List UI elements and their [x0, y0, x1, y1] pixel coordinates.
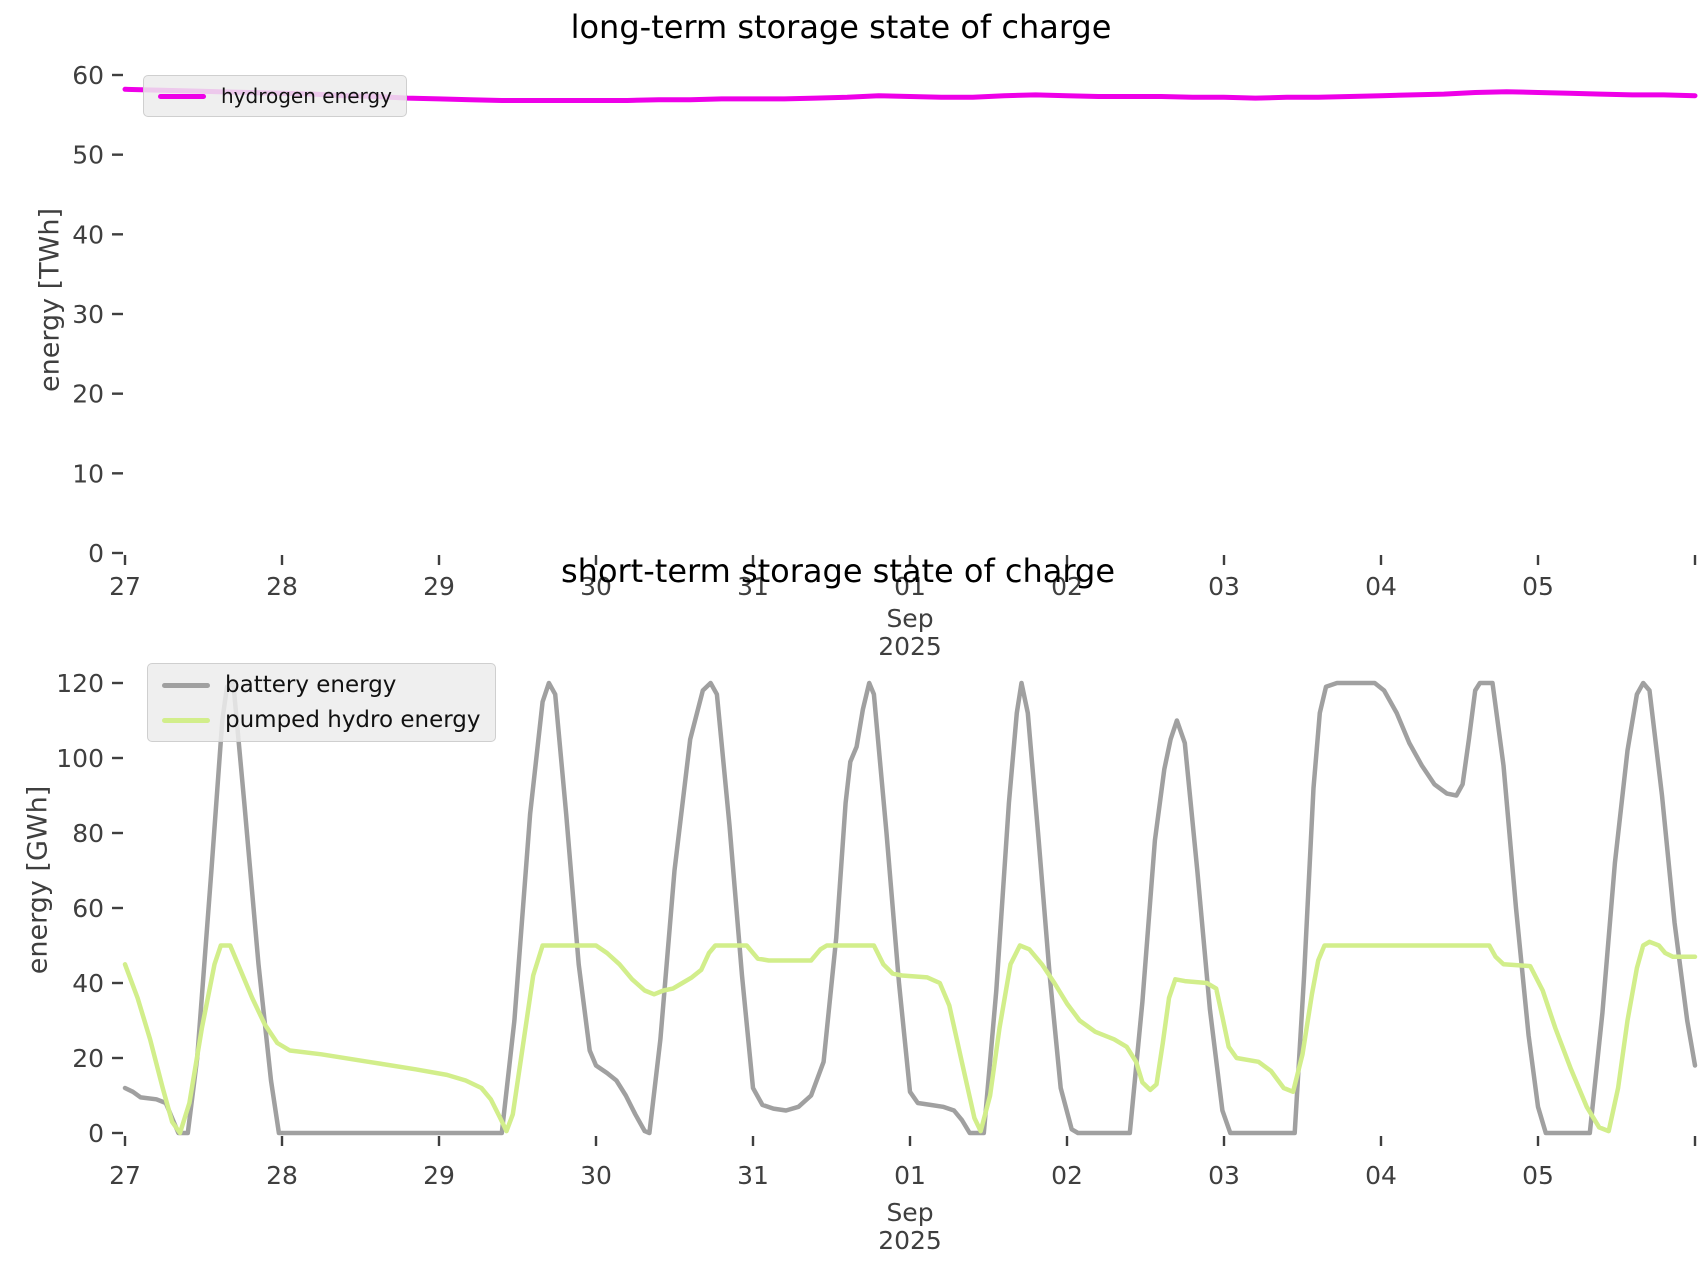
hydrogen-legend-label: hydrogen energy — [221, 84, 392, 108]
x-tick-label: 03 — [1208, 1161, 1240, 1190]
y-tick-label: 50 — [72, 141, 104, 170]
x-tick-label: 02 — [1051, 572, 1083, 601]
pumped-hydro-legend-label: pumped hydro energy — [225, 707, 481, 733]
x-axis-year-label: 2025 — [878, 632, 942, 661]
y-tick-label: 40 — [72, 220, 104, 249]
legend-entry-pumped-hydro: pumped hydro energy — [162, 707, 481, 733]
y-tick-label: 60 — [72, 61, 104, 90]
long-term-legend: hydrogen energy — [143, 75, 407, 117]
x-tick-label: 27 — [109, 572, 141, 601]
x-tick-label: 01 — [894, 1161, 926, 1190]
x-axis-year-label: 2025 — [878, 1226, 942, 1255]
battery-energy-line — [122, 680, 1698, 1136]
short-term-legend: battery energy pumped hydro energy — [147, 663, 496, 742]
x-tick-label: 28 — [266, 1161, 298, 1190]
battery-legend-label: battery energy — [225, 672, 397, 698]
x-tick-label: 01 — [894, 572, 926, 601]
long-term-chart-title: long-term storage state of charge — [570, 8, 1112, 46]
x-tick-label: 29 — [423, 572, 455, 601]
x-tick-label: 02 — [1051, 1161, 1083, 1190]
legend-entry-hydrogen: hydrogen energy — [158, 84, 392, 108]
y-tick-label: 120 — [56, 669, 104, 698]
y-tick-label: 0 — [88, 1119, 104, 1148]
x-tick-label: 31 — [737, 1161, 769, 1190]
short-term-y-axis-label: energy [GWh] — [22, 785, 54, 975]
pumped-hydro-energy-line — [122, 939, 1698, 1136]
x-tick-label: 28 — [266, 572, 298, 601]
x-tick-label: 31 — [737, 572, 769, 601]
y-tick-label: 80 — [72, 819, 104, 848]
x-tick-label: 30 — [580, 572, 612, 601]
x-tick-label: 27 — [109, 1161, 141, 1190]
y-tick-label: 10 — [72, 459, 104, 488]
y-tick-label: 40 — [72, 969, 104, 998]
pumped-hydro-line-swatch — [162, 717, 210, 723]
x-tick-label: 04 — [1365, 1161, 1397, 1190]
x-axis-month-label: Sep — [886, 604, 933, 633]
long-term-y-axis-label: energy [TWh] — [34, 207, 66, 393]
y-tick-label: 0 — [88, 539, 104, 568]
x-tick-label: 05 — [1522, 572, 1554, 601]
y-tick-label: 100 — [56, 744, 104, 773]
x-axis-month-label: Sep — [886, 1198, 933, 1227]
battery-line-swatch — [162, 682, 210, 688]
x-tick-label: 04 — [1365, 572, 1397, 601]
x-tick-label: 03 — [1208, 572, 1240, 601]
legend-entry-battery: battery energy — [162, 672, 481, 698]
hydrogen-line-swatch — [158, 93, 206, 99]
y-tick-label: 60 — [72, 894, 104, 923]
x-tick-label: 29 — [423, 1161, 455, 1190]
x-tick-label: 30 — [580, 1161, 612, 1190]
y-tick-label: 20 — [72, 1044, 104, 1073]
y-tick-label: 30 — [72, 300, 104, 329]
short-term-chart-title: short-term storage state of charge — [560, 552, 1116, 590]
x-tick-label: 05 — [1522, 1161, 1554, 1190]
y-tick-label: 20 — [72, 380, 104, 409]
